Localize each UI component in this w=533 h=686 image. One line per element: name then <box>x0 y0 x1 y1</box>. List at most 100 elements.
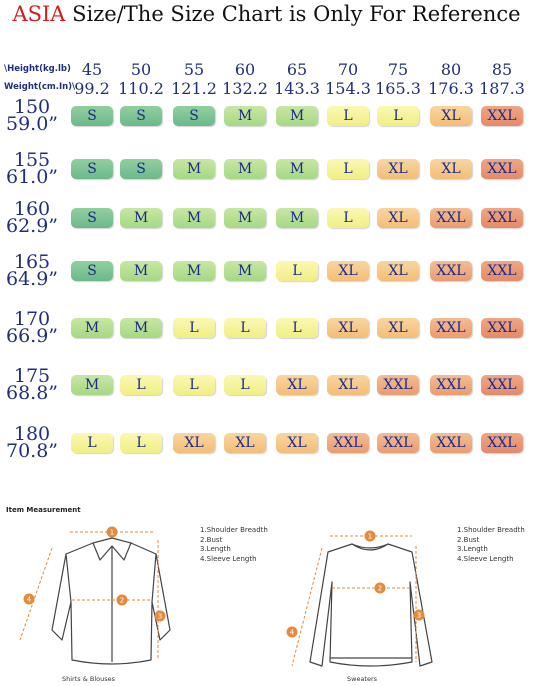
shirt-legend-4: 4.Sleeve Length <box>200 554 257 563</box>
height-row-label: 155 61.0” <box>0 151 64 188</box>
size-cell: XXL <box>481 261 523 281</box>
sweater-legend-1: 1.Shoulder Breadth <box>457 526 525 534</box>
sweater-measure-lines <box>291 535 417 667</box>
weight-lb-label: 165.3 <box>375 79 421 98</box>
size-cell: L <box>377 106 419 126</box>
height-row-label: 165 64.9” <box>0 251 64 289</box>
size-cell: L <box>276 261 318 281</box>
size-cell: XXL <box>430 208 472 228</box>
size-cell: M <box>224 208 266 228</box>
shirt-marker-3-label: 3 <box>158 613 162 621</box>
size-cell: S <box>71 261 113 281</box>
weight-lb-label: 187.3 <box>479 79 525 98</box>
size-cell: L <box>120 433 162 453</box>
shirt-marker-4-label: 4 <box>27 596 32 604</box>
size-cell: L <box>173 375 215 395</box>
weight-kg-label: 70 <box>337 60 359 79</box>
size-cell: XXL <box>430 318 472 338</box>
sweater-markers: 1 2 3 4 <box>286 530 425 638</box>
size-cell: XL <box>377 208 419 228</box>
sweater-marker-4 <box>286 626 298 638</box>
size-cell: XXL <box>430 433 472 453</box>
sweater-legend-4: 4.Sleeve Length <box>457 554 514 563</box>
size-cell: L <box>276 318 318 338</box>
weight-kg-label: 75 <box>387 60 409 79</box>
weight-lb-label: 154.3 <box>325 79 371 98</box>
shirt-marker-1-label: 1 <box>110 529 114 537</box>
shirt-marker-2-label: 2 <box>120 597 124 605</box>
weight-lb-label: 143.3 <box>274 79 320 98</box>
size-cell: S <box>71 106 113 126</box>
size-cell: XXL <box>377 433 419 453</box>
size-cell: XXL <box>327 433 369 453</box>
height-cm: 170 <box>13 308 51 330</box>
sweater-marker-2-label: 2 <box>378 585 382 593</box>
size-cell: M <box>120 208 162 228</box>
size-cell: L <box>327 106 369 126</box>
size-cell: S <box>173 106 215 126</box>
weight-lb-label: 110.2 <box>118 79 164 98</box>
height-axis-label: \Height(kg.lb) <box>4 64 71 74</box>
shirt-legend-1: 1.Shoulder Breadth <box>200 526 268 534</box>
height-inches: 66.9” <box>5 325 59 347</box>
size-cell: S <box>71 159 113 179</box>
weight-lb-label: 121.2 <box>171 79 217 98</box>
height-cm: 175 <box>13 365 51 387</box>
sweater-legend-2: 2.Bust <box>457 535 480 544</box>
sweater-marker-2 <box>374 582 386 594</box>
size-cell: XL <box>276 433 318 453</box>
shirt-legend-2: 2.Bust <box>200 535 223 544</box>
size-cell: L <box>327 208 369 228</box>
size-cell: XL <box>430 106 472 126</box>
sweater-caption: Sweaters <box>347 675 378 683</box>
size-cell: XL <box>377 261 419 281</box>
size-cell: XXL <box>481 106 523 126</box>
shirt-legend: 1.Shoulder Breadth 2.Bust 3.Length 4.Sle… <box>200 526 268 564</box>
size-cell: XL <box>430 159 472 179</box>
weight-kg-label: 45 <box>81 60 103 79</box>
size-cell: XL <box>276 375 318 395</box>
size-cell: S <box>120 106 162 126</box>
height-inches: 70.8” <box>5 440 59 462</box>
size-cell: XXL <box>430 261 472 281</box>
size-cell: S <box>120 159 162 179</box>
size-cell: XL <box>377 318 419 338</box>
sweater-marker-3-label: 3 <box>417 612 421 620</box>
weight-kg-label: 55 <box>183 60 205 79</box>
height-inches: 68.8” <box>5 382 59 404</box>
shirt-outline <box>51 537 171 665</box>
weight-kg-label: 50 <box>130 60 152 79</box>
size-cell: M <box>224 106 266 126</box>
shirt-marker-4 <box>23 593 35 605</box>
size-cell: XL <box>327 375 369 395</box>
sweater-diagram: 1 2 3 4 <box>286 530 433 667</box>
height-inches: 59.0” <box>5 113 59 135</box>
size-cell: M <box>224 159 266 179</box>
item-measurement-title: Item Measurement <box>6 506 81 514</box>
shirt-markers: 1 2 3 4 <box>23 526 166 622</box>
size-cell: XL <box>327 318 369 338</box>
size-cell: M <box>173 261 215 281</box>
size-cell: XXL <box>481 159 523 179</box>
height-row-label: 180 70.8” <box>0 425 64 462</box>
weight-lb-label: 99.2 <box>74 79 110 98</box>
sweater-marker-4-label: 4 <box>290 629 295 637</box>
size-cell: S <box>71 208 113 228</box>
weight-kg-label: 85 <box>491 60 513 79</box>
shirt-measure-lines <box>19 531 159 660</box>
height-cm: 165 <box>13 251 51 273</box>
size-cell: XL <box>327 261 369 281</box>
size-cell: XL <box>173 433 215 453</box>
size-cell: M <box>173 208 215 228</box>
sweater-legend-3: 3.Length <box>457 545 488 553</box>
height-inches: 61.0” <box>5 166 59 188</box>
weight-lb-label: 132.2 <box>222 79 268 98</box>
size-cell: XL <box>224 433 266 453</box>
size-cell: M <box>276 208 318 228</box>
sweater-marker-3 <box>413 609 425 621</box>
size-cell: M <box>120 318 162 338</box>
size-cell: L <box>173 318 215 338</box>
sweater-legend: 1.Shoulder Breadth 2.Bust 3.Length 4.Sle… <box>457 526 525 564</box>
size-cell: XXL <box>430 375 472 395</box>
height-cm: 160 <box>13 198 51 220</box>
